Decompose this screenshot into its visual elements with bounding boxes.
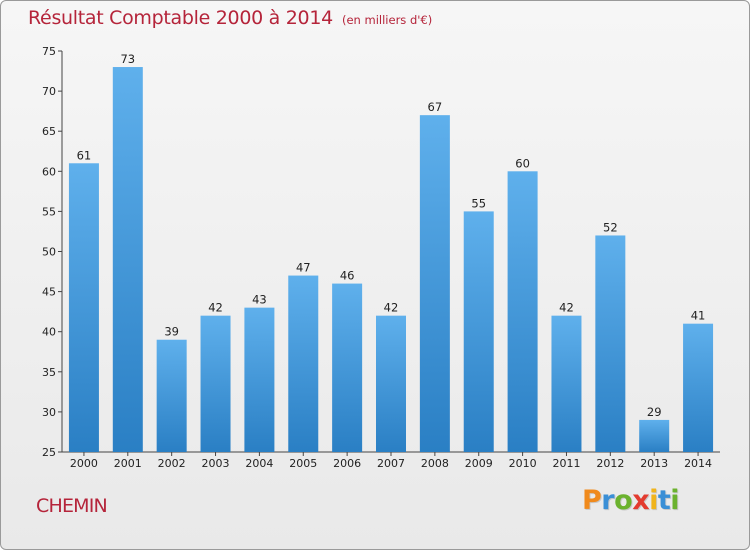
y-tick-label: 25 — [42, 446, 56, 459]
y-tick-label: 50 — [42, 246, 56, 259]
y-tick-label: 45 — [42, 286, 56, 299]
logo-letter: x — [632, 485, 650, 516]
data-label-2001: 73 — [120, 52, 135, 66]
x-tick-label-2005: 2005 — [289, 457, 317, 470]
bar-2013 — [639, 419, 670, 452]
x-tick-label-2001: 2001 — [114, 457, 142, 470]
bar-2010 — [507, 171, 538, 453]
data-label-2011: 42 — [559, 301, 574, 315]
bar-2000 — [68, 163, 99, 452]
bar-2001 — [112, 67, 143, 452]
x-tick-label-2002: 2002 — [158, 457, 186, 470]
logo-letter: P — [582, 485, 602, 516]
bar-2009 — [463, 211, 494, 452]
data-label-2007: 42 — [384, 301, 399, 315]
x-tick-label-2006: 2006 — [333, 457, 361, 470]
x-tick-label-2000: 2000 — [70, 457, 98, 470]
x-tick-label-2014: 2014 — [684, 457, 712, 470]
data-label-2002: 39 — [164, 325, 179, 339]
x-tick-label-2007: 2007 — [377, 457, 405, 470]
bar-2006 — [332, 283, 363, 452]
chart-unit: (en milliers d'€) — [342, 13, 433, 27]
x-tick-label-2013: 2013 — [640, 457, 668, 470]
x-tick-label-2012: 2012 — [596, 457, 624, 470]
logo-letter: r — [601, 485, 615, 516]
bar-2007 — [376, 315, 406, 452]
x-tick-label-2004: 2004 — [245, 457, 273, 470]
bar-2004 — [244, 307, 275, 452]
x-tick-label-2003: 2003 — [202, 457, 230, 470]
y-tick-label: 40 — [42, 326, 56, 339]
bar-2012 — [595, 235, 626, 452]
bar-2014 — [683, 323, 714, 452]
x-tick-label-2008: 2008 — [421, 457, 449, 470]
data-label-2010: 60 — [515, 156, 530, 170]
data-label-2003: 42 — [208, 301, 223, 315]
bar-2005 — [288, 275, 319, 452]
x-tick-label-2011: 2011 — [552, 457, 580, 470]
y-tick-label: 65 — [42, 125, 56, 138]
data-label-2006: 46 — [340, 269, 355, 283]
y-tick-label: 70 — [42, 85, 56, 98]
y-tick-label: 35 — [42, 366, 56, 379]
y-tick-label: 75 — [42, 45, 56, 58]
chart-title: Résultat Comptable 2000 à 2014 — [28, 7, 333, 29]
data-label-2004: 43 — [252, 293, 267, 307]
bar-2002 — [156, 339, 187, 452]
y-tick-label: 30 — [42, 406, 56, 419]
bar-2003 — [200, 315, 231, 452]
logo-letter: t — [657, 485, 671, 516]
bar-2011 — [551, 315, 582, 452]
bar-2008 — [419, 115, 450, 452]
data-label-2008: 67 — [428, 100, 443, 114]
data-label-2005: 47 — [296, 261, 311, 275]
proxiti-logo: Proxiti — [582, 485, 680, 516]
data-label-2014: 41 — [691, 309, 706, 323]
x-tick-label-2010: 2010 — [509, 457, 537, 470]
commune-name: CHEMIN — [36, 495, 108, 517]
x-tick-label-2009: 2009 — [465, 457, 493, 470]
y-tick-label: 55 — [42, 205, 56, 218]
data-label-2013: 29 — [647, 405, 662, 419]
logo-letter: i — [670, 485, 680, 516]
data-label-2012: 52 — [603, 220, 618, 234]
data-label-2000: 61 — [77, 148, 92, 162]
logo-letter: o — [614, 485, 633, 516]
data-label-2009: 55 — [471, 196, 486, 210]
logo-letter: i — [649, 485, 658, 516]
y-tick-label: 60 — [42, 165, 56, 178]
